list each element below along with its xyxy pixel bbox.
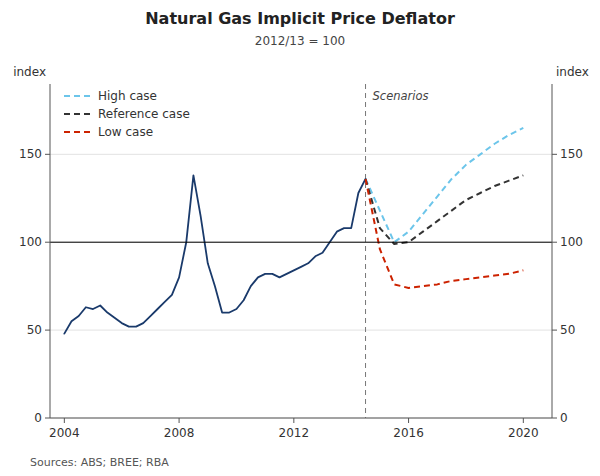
y2-tick (552, 418, 557, 419)
legend-swatch (64, 113, 90, 115)
series-line (366, 179, 524, 288)
y-tick-label: 50 (27, 323, 42, 337)
series-line (366, 175, 524, 244)
legend-label: Low case (98, 125, 153, 139)
x-tick-label: 2004 (49, 426, 80, 440)
series-line (64, 175, 365, 333)
y-axis-line (50, 84, 51, 418)
x-axis-line (50, 418, 552, 419)
y2-axis-label: index (556, 65, 589, 79)
grid-line (50, 330, 552, 331)
plot-area (50, 128, 552, 334)
y2-tick (552, 154, 557, 155)
x-tick (408, 418, 409, 423)
x-tick-label: 2008 (164, 426, 195, 440)
legend-swatch (64, 95, 90, 97)
x-tick (293, 418, 294, 423)
legend: High case Reference case Low case (64, 89, 190, 139)
y-tick-label: 0 (34, 411, 42, 425)
y-tick-label: 150 (19, 147, 42, 161)
base-line (50, 242, 552, 243)
y2-tick-label: 150 (560, 147, 583, 161)
y2-tick-label: 50 (560, 323, 575, 337)
legend-label: Reference case (98, 107, 190, 121)
x-tick (64, 418, 65, 423)
legend-label: High case (98, 89, 157, 103)
annotation: Scenarios (373, 89, 429, 103)
y-tick (45, 242, 50, 243)
x-tick-label: 2020 (508, 426, 539, 440)
y2-tick-label: 100 (560, 235, 583, 249)
y-tick-label: 100 (19, 235, 42, 249)
y2-axis-line (552, 84, 553, 418)
source: Sources: ABS; BREE; RBA (30, 456, 169, 469)
y2-tick (552, 330, 557, 331)
grid-line (50, 418, 552, 419)
forecast-divider (365, 84, 366, 418)
y-tick (45, 154, 50, 155)
title: Natural Gas Implicit Price Deflator (145, 9, 455, 28)
x-tick-label: 2012 (279, 426, 310, 440)
grid-line (50, 242, 552, 243)
y-tick (45, 418, 50, 419)
y2-tick-label: 0 (560, 411, 568, 425)
subtitle: 2012/13 = 100 (255, 34, 345, 48)
x-tick (523, 418, 524, 423)
grid-line (50, 154, 552, 155)
chart: Natural Gas Implicit Price Deflator 2012/… (0, 0, 600, 476)
x-tick-label: 2016 (393, 426, 424, 440)
y-axis-label: index (13, 65, 46, 79)
legend-swatch (64, 131, 90, 133)
y-tick (45, 330, 50, 331)
y2-tick (552, 242, 557, 243)
x-tick (179, 418, 180, 423)
